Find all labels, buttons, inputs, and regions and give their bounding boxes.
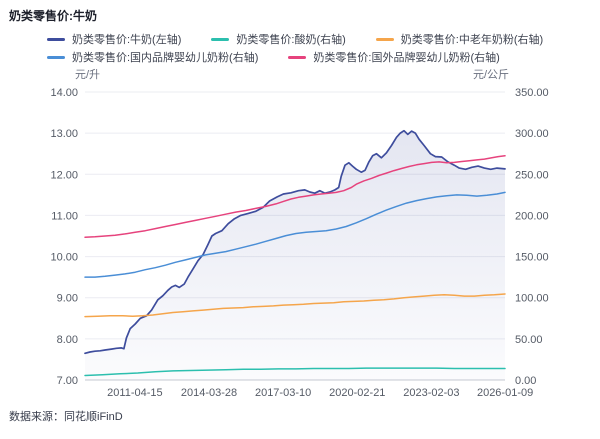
series-line-milk	[84, 129, 506, 355]
right-axis-tick: 350.00	[515, 87, 549, 99]
x-axis-tick: 2023-02-03	[403, 387, 459, 399]
x-axis-tick: 2014-03-28	[181, 387, 237, 399]
plot-area[interactable]	[85, 92, 505, 380]
left-axis-tick: 11.00	[51, 210, 78, 222]
legend-label: 奶类零售价:酸奶(右轴)	[236, 34, 346, 46]
legend-row-2: 奶类零售价:国内品牌婴幼儿奶粉(右轴) 奶类零售价:国外品牌婴幼儿奶粉(右轴)	[47, 49, 500, 65]
right-axis-tick: 200.00	[515, 210, 549, 222]
legend-label: 奶类零售价:国外品牌婴幼儿奶粉(右轴)	[313, 52, 500, 64]
legend-mark-senior-milk-powder	[375, 37, 394, 41]
series-line-domestic-infant-formula	[84, 191, 506, 278]
x-axis-tick: 2020-02-21	[329, 387, 385, 399]
left-axis-tick: 13.00	[50, 128, 78, 140]
left-axis-tick: 14.00	[50, 87, 78, 99]
right-axis-tick: 300.00	[515, 128, 549, 140]
right-axis-tick: 50.00	[515, 334, 543, 346]
left-axis-unit: 元/升	[75, 69, 101, 81]
legend-label: 奶类零售价:中老年奶粉(右轴)	[400, 34, 544, 46]
legend-item-foreign-infant-formula[interactable]: 奶类零售价:国外品牌婴幼儿奶粉(右轴)	[288, 49, 500, 65]
legend-mark-foreign-infant-formula	[288, 55, 307, 59]
legend-label: 奶类零售价:国内品牌婴幼儿奶粉(右轴)	[72, 52, 259, 64]
chart-title: 奶类零售价:牛奶	[9, 9, 97, 23]
x-axis-tick: 2017-03-10	[255, 387, 311, 399]
legend-row-1: 奶类零售价:牛奶(左轴) 奶类零售价:酸奶(右轴) 奶类零售价:中老年奶粉(右轴…	[47, 31, 543, 47]
right-axis-tick: 150.00	[515, 252, 549, 264]
legend-mark-domestic-infant-formula	[47, 55, 65, 59]
right-axis-tick: 100.00	[515, 293, 549, 305]
legend-item-senior-milk-powder[interactable]: 奶类零售价:中老年奶粉(右轴)	[375, 31, 544, 47]
left-axis-tick: 7.00	[57, 375, 78, 387]
left-axis-tick: 8.00	[57, 334, 78, 346]
legend-label: 奶类零售价:牛奶(左轴)	[72, 34, 182, 46]
legend-mark-yogurt	[211, 37, 230, 41]
series-line-yogurt	[84, 367, 506, 377]
left-axis-tick: 10.00	[50, 252, 78, 264]
x-axis-tick: 2026-01-09	[477, 387, 533, 399]
left-axis-tick: 9.00	[57, 293, 78, 305]
right-axis-tick: 0.00	[515, 375, 536, 387]
series-area-milk	[85, 130, 505, 380]
left-axis-tick: 12.00	[50, 169, 78, 181]
right-axis-unit: 元/公斤	[473, 69, 510, 81]
right-axis-tick: 250.00	[515, 169, 549, 181]
legend-mark-milk	[47, 37, 65, 41]
legend-item-yogurt[interactable]: 奶类零售价:酸奶(右轴)	[211, 31, 346, 47]
legend-item-milk[interactable]: 奶类零售价:牛奶(左轴)	[47, 31, 181, 47]
series-line-senior-milk-powder	[84, 293, 506, 318]
legend-item-domestic-infant-formula[interactable]: 奶类零售价:国内品牌婴幼儿奶粉(右轴)	[47, 49, 258, 65]
data-source-label: 数据来源：同花顺iFinD	[9, 411, 123, 423]
series-line-foreign-infant-formula	[84, 155, 506, 238]
x-axis-tick: 2011-04-15	[107, 387, 162, 399]
